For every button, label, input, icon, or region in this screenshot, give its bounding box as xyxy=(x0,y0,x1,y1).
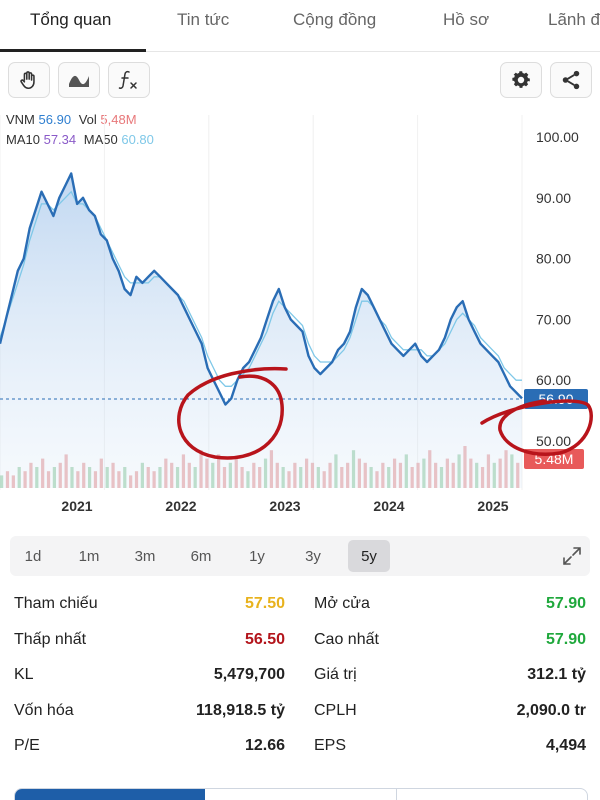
y-tick-label: 80.00 xyxy=(536,251,571,267)
legend-price-row: VNM 56.90 Vol 5,48M xyxy=(6,112,137,127)
price-chart[interactable]: 100.00 90.00 80.00 70.00 60.00 50.00 2021 2022… xyxy=(0,105,600,530)
y-tick-label: 70.00 xyxy=(536,311,571,327)
stat-label-right: Giá trị xyxy=(314,666,357,683)
stat-value-right: 4,494 xyxy=(545,737,586,754)
stat-row: Tham chiếu 57.50 Mở cửa 57.90 xyxy=(0,589,600,624)
stat-value-left: 12.66 xyxy=(244,737,285,754)
period-1d[interactable]: 1d xyxy=(24,547,42,565)
line-style-button[interactable] xyxy=(58,62,100,98)
stat-value-left: 5,479,700 xyxy=(213,666,285,683)
legend-symbol: VNM xyxy=(6,112,35,127)
stat-label-right: EPS xyxy=(314,737,347,754)
active-tab-indicator xyxy=(0,49,146,52)
y-tick-label: 60.00 xyxy=(536,372,571,388)
settings-button[interactable] xyxy=(500,62,542,98)
gear-icon xyxy=(512,71,530,88)
share-icon xyxy=(562,70,580,90)
red-circle-annotation-last xyxy=(480,399,593,456)
legend-vol-value: 5,48M xyxy=(100,112,137,127)
hand-tool-button[interactable] xyxy=(8,62,50,98)
stat-value-right: 2,090.0 tr xyxy=(516,702,586,719)
stat-label-left: Tham chiếu xyxy=(14,595,98,612)
stat-value-right: 57.90 xyxy=(545,631,586,648)
legend-ma10-value: 57.34 xyxy=(43,132,77,147)
x-tick-label: 2022 xyxy=(165,498,196,514)
legend-ma50-label: MA50 xyxy=(83,132,118,147)
bottom-tab-active[interactable] xyxy=(15,789,205,800)
stat-row: KL 5,479,700 Giá trị 312.1 tỷ xyxy=(0,660,600,695)
stat-label-left: P/E xyxy=(14,737,40,754)
fullscreen-button[interactable] xyxy=(558,542,586,570)
wave-icon xyxy=(69,75,89,87)
y-tick-label: 50.00 xyxy=(536,433,571,449)
stat-value-left: 56.50 xyxy=(244,631,285,648)
period-1m[interactable]: 1m xyxy=(78,547,100,565)
expand-icon xyxy=(563,547,581,565)
share-button[interactable] xyxy=(550,62,592,98)
tab-leadership[interactable]: Lãnh đ xyxy=(548,10,600,29)
period-3y[interactable]: 3y xyxy=(305,547,321,565)
legend-ma10-label: MA10 xyxy=(6,132,40,147)
top-tab-bar: Tổng quan Tin tức Cộng đồng Hồ sơ Lãnh đ xyxy=(0,0,600,52)
stat-label-right: CPLH xyxy=(314,702,357,719)
stat-value-right: 57.90 xyxy=(545,595,586,612)
stat-label-left: Thấp nhất xyxy=(14,631,87,648)
x-tick-label: 2025 xyxy=(477,498,508,514)
tab-profile[interactable]: Hồ sơ xyxy=(443,10,490,29)
stat-row: Thấp nhất 56.50 Cao nhất 57.90 xyxy=(0,625,600,660)
y-tick-label: 90.00 xyxy=(536,190,571,206)
legend-ma-row: MA10 57.34 MA50 60.80 xyxy=(6,132,154,147)
stat-label-right: Cao nhất xyxy=(314,631,379,648)
stat-label-left: KL xyxy=(14,666,34,683)
period-3m[interactable]: 3m xyxy=(134,547,156,565)
bottom-tab-divider xyxy=(396,789,397,800)
legend-vol-label: Vol xyxy=(78,112,97,127)
y-tick-label: 100.00 xyxy=(536,129,579,145)
period-selector: 1d 1m 3m 6m 1y 3y 5y xyxy=(10,536,590,576)
stat-row: Vốn hóa 118,918.5 tỷ CPLH 2,090.0 tr xyxy=(0,696,600,731)
legend-ma50-value: 60.80 xyxy=(121,132,154,147)
x-tick-label: 2023 xyxy=(269,498,300,514)
stat-label-left: Vốn hóa xyxy=(14,702,74,719)
hand-icon xyxy=(20,71,35,90)
tab-community[interactable]: Cộng đồng xyxy=(293,10,377,29)
price-line xyxy=(0,172,523,406)
stat-value-left: 118,918.5 tỷ xyxy=(196,702,285,719)
tab-news[interactable]: Tin tức xyxy=(177,10,230,29)
period-1y[interactable]: 1y xyxy=(249,547,265,565)
red-circle-annotation-low xyxy=(177,366,288,460)
bottom-tab-bar[interactable] xyxy=(14,788,588,800)
indicator-function-button[interactable] xyxy=(108,62,150,98)
x-tick-label: 2021 xyxy=(61,498,92,514)
tab-overview[interactable]: Tổng quan xyxy=(30,10,112,29)
x-tick-label: 2024 xyxy=(373,498,404,514)
period-5y[interactable]: 5y xyxy=(348,540,390,572)
stat-value-left: 57.50 xyxy=(244,595,285,612)
stat-label-right: Mở cửa xyxy=(314,595,370,612)
stat-row: P/E 12.66 EPS 4,494 xyxy=(0,731,600,766)
legend-price: 56.90 xyxy=(38,112,72,127)
price-area-fill xyxy=(0,173,522,488)
function-icon xyxy=(118,70,137,89)
period-6m[interactable]: 6m xyxy=(190,547,212,565)
stat-value-right: 312.1 tỷ xyxy=(527,666,586,683)
